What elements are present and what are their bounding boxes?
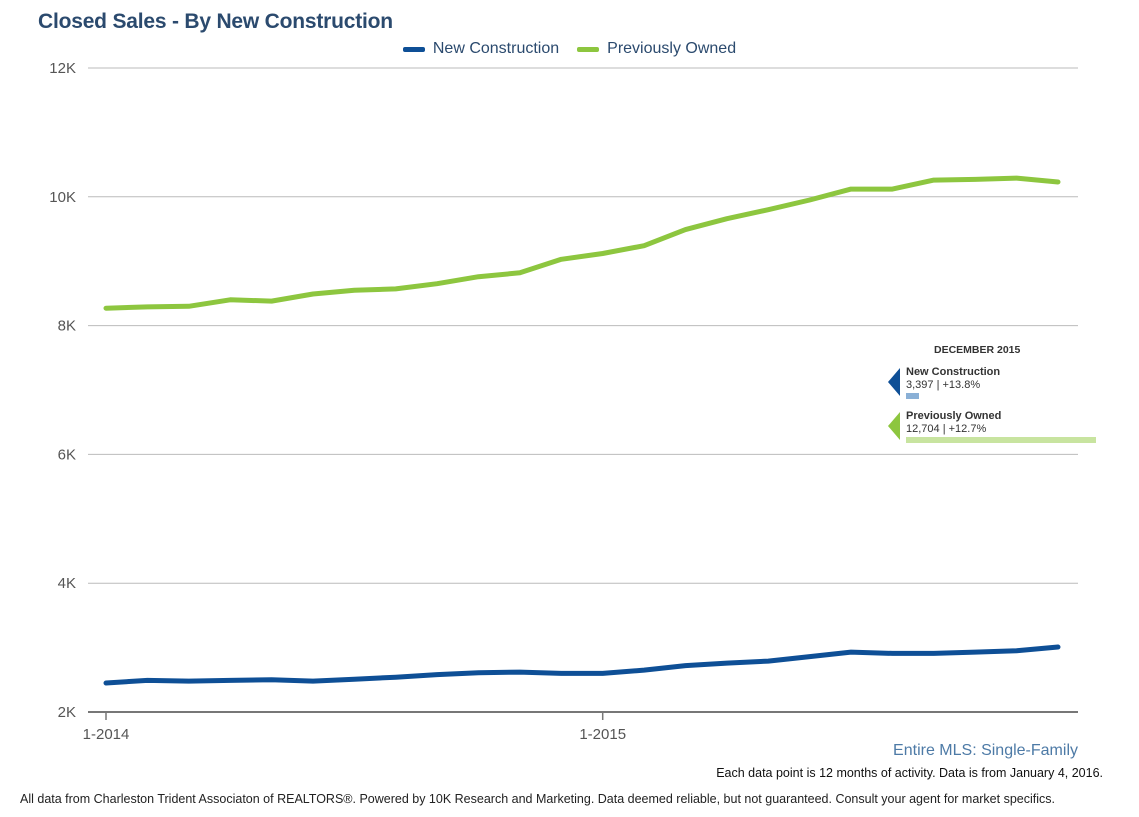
- legend-label-new-construction: New Construction: [432, 40, 560, 57]
- legend-swatch-previously-owned: [577, 46, 600, 52]
- x-tick-label: 1-2015: [579, 726, 626, 743]
- tooltip-callout: DECEMBER 2015 New Construction 3,397 | +…: [888, 344, 1098, 444]
- legend-item-previously-owned[interactable]: Previously Owned: [577, 40, 736, 58]
- footer-disclaimer: All data from Charleston Trident Associa…: [20, 792, 1055, 806]
- market-label: Entire MLS: Single-Family: [893, 742, 1078, 759]
- y-tick-label: 10K: [49, 189, 76, 206]
- series-line-previously-owned: [103, 175, 1061, 311]
- series-line-new-construction: [103, 644, 1061, 686]
- data-note: Each data point is 12 months of activity…: [716, 766, 1103, 780]
- callout-arrow-icon: [888, 412, 900, 440]
- callout-arrow-icon: [888, 368, 900, 396]
- y-tick-label: 8K: [58, 318, 76, 335]
- callout-value: 12,704 | +12.7%: [906, 423, 987, 435]
- legend-swatch-new-construction: [402, 46, 425, 52]
- x-tick-label: 1-2014: [83, 726, 130, 743]
- callout-name: New Construction: [906, 366, 1001, 378]
- callout-item-previously-owned: Previously Owned 12,704 | +12.7%: [888, 410, 1098, 444]
- chart-title: Closed Sales - By New Construction: [38, 10, 393, 33]
- callout-item-new-construction: New Construction 3,397 | +13.8%: [888, 366, 1098, 400]
- callout-value: 3,397 | +13.8%: [906, 379, 981, 391]
- legend-item-new-construction[interactable]: New Construction: [402, 40, 560, 58]
- callout-header: DECEMBER 2015: [934, 344, 1021, 356]
- callout-bar: [906, 393, 920, 399]
- legend-label-previously-owned: Previously Owned: [607, 40, 737, 57]
- legend: New Construction Previously Owned: [0, 40, 1139, 58]
- y-tick-label: 4K: [58, 575, 76, 592]
- callout-bar: [906, 437, 1096, 443]
- y-tick-label: 2K: [58, 704, 76, 721]
- y-tick-label: 12K: [49, 60, 76, 77]
- y-tick-label: 6K: [58, 446, 76, 463]
- callout-name: Previously Owned: [906, 410, 1002, 422]
